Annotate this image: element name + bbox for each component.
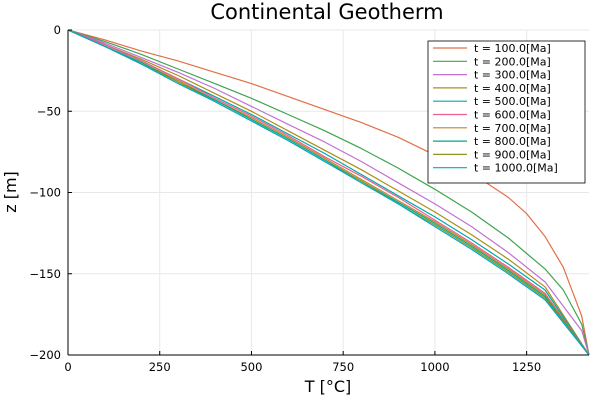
x-tick-label: 250: [149, 360, 171, 374]
x-tick-label: 750: [332, 360, 354, 374]
x-tick-label: 500: [240, 360, 262, 374]
series-line-2: [67, 29, 590, 356]
series-line-4: [67, 29, 590, 356]
y-tick-labels: 0 −50 −100 −150 −200: [29, 23, 72, 362]
legend-label: t = 900.0[Ma]: [474, 148, 551, 161]
x-axis-label: T [°C]: [304, 377, 352, 396]
y-tick-label: −50: [37, 104, 61, 118]
y-tick-label: −100: [29, 186, 61, 200]
series-line-1: [67, 29, 590, 356]
legend-box: [427, 40, 586, 184]
x-tick-label: 1000: [420, 360, 449, 374]
series-line-6: [67, 29, 590, 356]
legend-label: t = 300.0[Ma]: [474, 69, 551, 82]
legend-label: t = 500.0[Ma]: [474, 95, 551, 108]
series-line-10: [67, 29, 590, 356]
y-tick-label: −200: [29, 348, 61, 362]
y-tick-label: 0: [54, 23, 61, 37]
y-tick-label: −150: [29, 267, 61, 281]
series-line-3: [67, 29, 590, 356]
chart-title: Continental Geotherm: [210, 0, 443, 24]
x-tick-label: 1250: [512, 360, 541, 374]
series-layer: [67, 29, 590, 356]
x-tick-labels: 0 250 500 750 1000 1250: [64, 351, 541, 374]
legend-label: t = 100.0[Ma]: [474, 42, 551, 55]
legend: t = 100.0[Ma]t = 200.0[Ma]t = 300.0[Ma]t…: [427, 40, 586, 184]
legend-label: t = 1000.0[Ma]: [474, 162, 558, 175]
legend-label: t = 700.0[Ma]: [474, 122, 551, 135]
series-line-8: [67, 29, 590, 356]
legend-label: t = 600.0[Ma]: [474, 109, 551, 122]
legend-label: t = 400.0[Ma]: [474, 82, 551, 95]
x-tick-label: 0: [64, 360, 71, 374]
legend-label: t = 800.0[Ma]: [474, 135, 551, 148]
legend-label: t = 200.0[Ma]: [474, 55, 551, 68]
y-axis-label: z [m]: [1, 171, 20, 213]
legend-items: t = 100.0[Ma]t = 200.0[Ma]t = 300.0[Ma]t…: [433, 42, 558, 175]
